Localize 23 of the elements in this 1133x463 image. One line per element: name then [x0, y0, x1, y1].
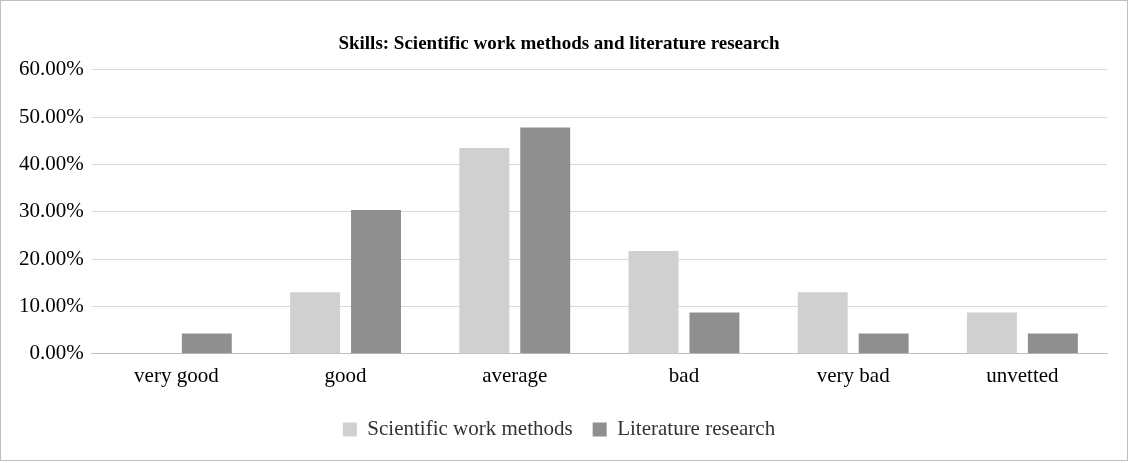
y-tick-label: 60.00%	[18, 56, 84, 81]
bar	[858, 333, 909, 354]
y-tick-label: 10.00%	[18, 292, 84, 317]
legend-label: Literature research	[617, 416, 776, 441]
bar	[520, 127, 571, 354]
chart-title: Skills: Scientific work methods and literature research	[338, 32, 781, 54]
x-tick-label: very bad	[816, 362, 891, 387]
y-tick-label: 40.00%	[18, 150, 84, 175]
bar	[966, 312, 1017, 354]
x-tick-label: unvetted	[986, 362, 1060, 387]
x-tick-label: average	[482, 362, 548, 387]
y-tick-label: 50.00%	[18, 103, 84, 128]
bar	[181, 333, 232, 354]
y-tick-label: 0.00%	[29, 340, 84, 365]
bar	[1027, 333, 1078, 354]
x-tick-label: very good	[134, 362, 220, 387]
bar	[689, 312, 740, 354]
y-tick-label: 30.00%	[18, 198, 84, 223]
x-tick-label: good	[324, 362, 368, 387]
x-tick-label: bad	[668, 362, 700, 387]
legend-label: Scientific work methods	[367, 416, 573, 441]
y-tick-label: 20.00%	[18, 245, 84, 270]
bar	[351, 209, 401, 354]
